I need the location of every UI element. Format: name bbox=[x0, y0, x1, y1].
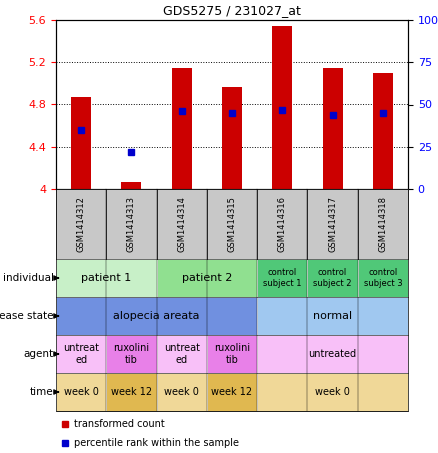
Bar bbox=[207, 373, 257, 411]
Text: normal: normal bbox=[313, 311, 352, 321]
Text: ruxolini
tib: ruxolini tib bbox=[214, 343, 250, 365]
Bar bbox=[56, 297, 257, 335]
Bar bbox=[56, 373, 106, 411]
Bar bbox=[322, 67, 343, 189]
Text: ruxolini
tib: ruxolini tib bbox=[113, 343, 149, 365]
Text: transformed count: transformed count bbox=[74, 419, 165, 429]
Bar bbox=[257, 297, 408, 335]
Bar bbox=[106, 189, 156, 259]
Bar bbox=[56, 335, 106, 373]
Bar bbox=[272, 26, 292, 189]
Bar bbox=[71, 97, 91, 189]
Text: GSM1414315: GSM1414315 bbox=[227, 196, 237, 252]
Text: week 12: week 12 bbox=[111, 387, 152, 397]
Text: patient 1: patient 1 bbox=[81, 273, 131, 283]
Text: control
subject 1: control subject 1 bbox=[263, 268, 301, 288]
Text: week 0: week 0 bbox=[164, 387, 199, 397]
Bar bbox=[156, 189, 207, 259]
Bar bbox=[222, 87, 242, 189]
Bar bbox=[156, 373, 207, 411]
Bar bbox=[307, 259, 358, 297]
Bar bbox=[207, 189, 257, 259]
Title: GDS5275 / 231027_at: GDS5275 / 231027_at bbox=[163, 5, 301, 18]
Text: time: time bbox=[30, 387, 54, 397]
Text: percentile rank within the sample: percentile rank within the sample bbox=[74, 438, 240, 448]
Bar bbox=[257, 373, 408, 411]
Bar bbox=[257, 189, 307, 259]
Bar bbox=[257, 259, 307, 297]
Bar bbox=[373, 73, 393, 189]
Bar bbox=[172, 67, 192, 189]
Text: untreat
ed: untreat ed bbox=[164, 343, 200, 365]
Bar bbox=[56, 189, 106, 259]
Text: patient 2: patient 2 bbox=[182, 273, 232, 283]
Text: untreat
ed: untreat ed bbox=[63, 343, 99, 365]
Text: week 12: week 12 bbox=[212, 387, 253, 397]
Text: GSM1414314: GSM1414314 bbox=[177, 196, 186, 252]
Text: alopecia areata: alopecia areata bbox=[113, 311, 200, 321]
Text: week 0: week 0 bbox=[64, 387, 99, 397]
Text: individual: individual bbox=[3, 273, 54, 283]
Bar bbox=[207, 335, 257, 373]
Bar bbox=[121, 182, 141, 189]
Text: agent: agent bbox=[24, 349, 54, 359]
Bar bbox=[106, 373, 156, 411]
Bar bbox=[106, 335, 156, 373]
Text: GSM1414313: GSM1414313 bbox=[127, 196, 136, 252]
Bar bbox=[257, 335, 408, 373]
Text: control
subject 3: control subject 3 bbox=[364, 268, 402, 288]
Bar bbox=[358, 189, 408, 259]
Text: untreated: untreated bbox=[308, 349, 357, 359]
Text: disease state: disease state bbox=[0, 311, 54, 321]
Text: GSM1414317: GSM1414317 bbox=[328, 196, 337, 252]
Bar bbox=[156, 335, 207, 373]
Text: control
subject 2: control subject 2 bbox=[313, 268, 352, 288]
Bar bbox=[56, 259, 156, 297]
Text: GSM1414316: GSM1414316 bbox=[278, 196, 287, 252]
Bar bbox=[156, 259, 257, 297]
Bar bbox=[307, 189, 358, 259]
Text: GSM1414312: GSM1414312 bbox=[77, 196, 86, 252]
Text: GSM1414318: GSM1414318 bbox=[378, 196, 387, 252]
Bar bbox=[358, 259, 408, 297]
Text: week 0: week 0 bbox=[315, 387, 350, 397]
